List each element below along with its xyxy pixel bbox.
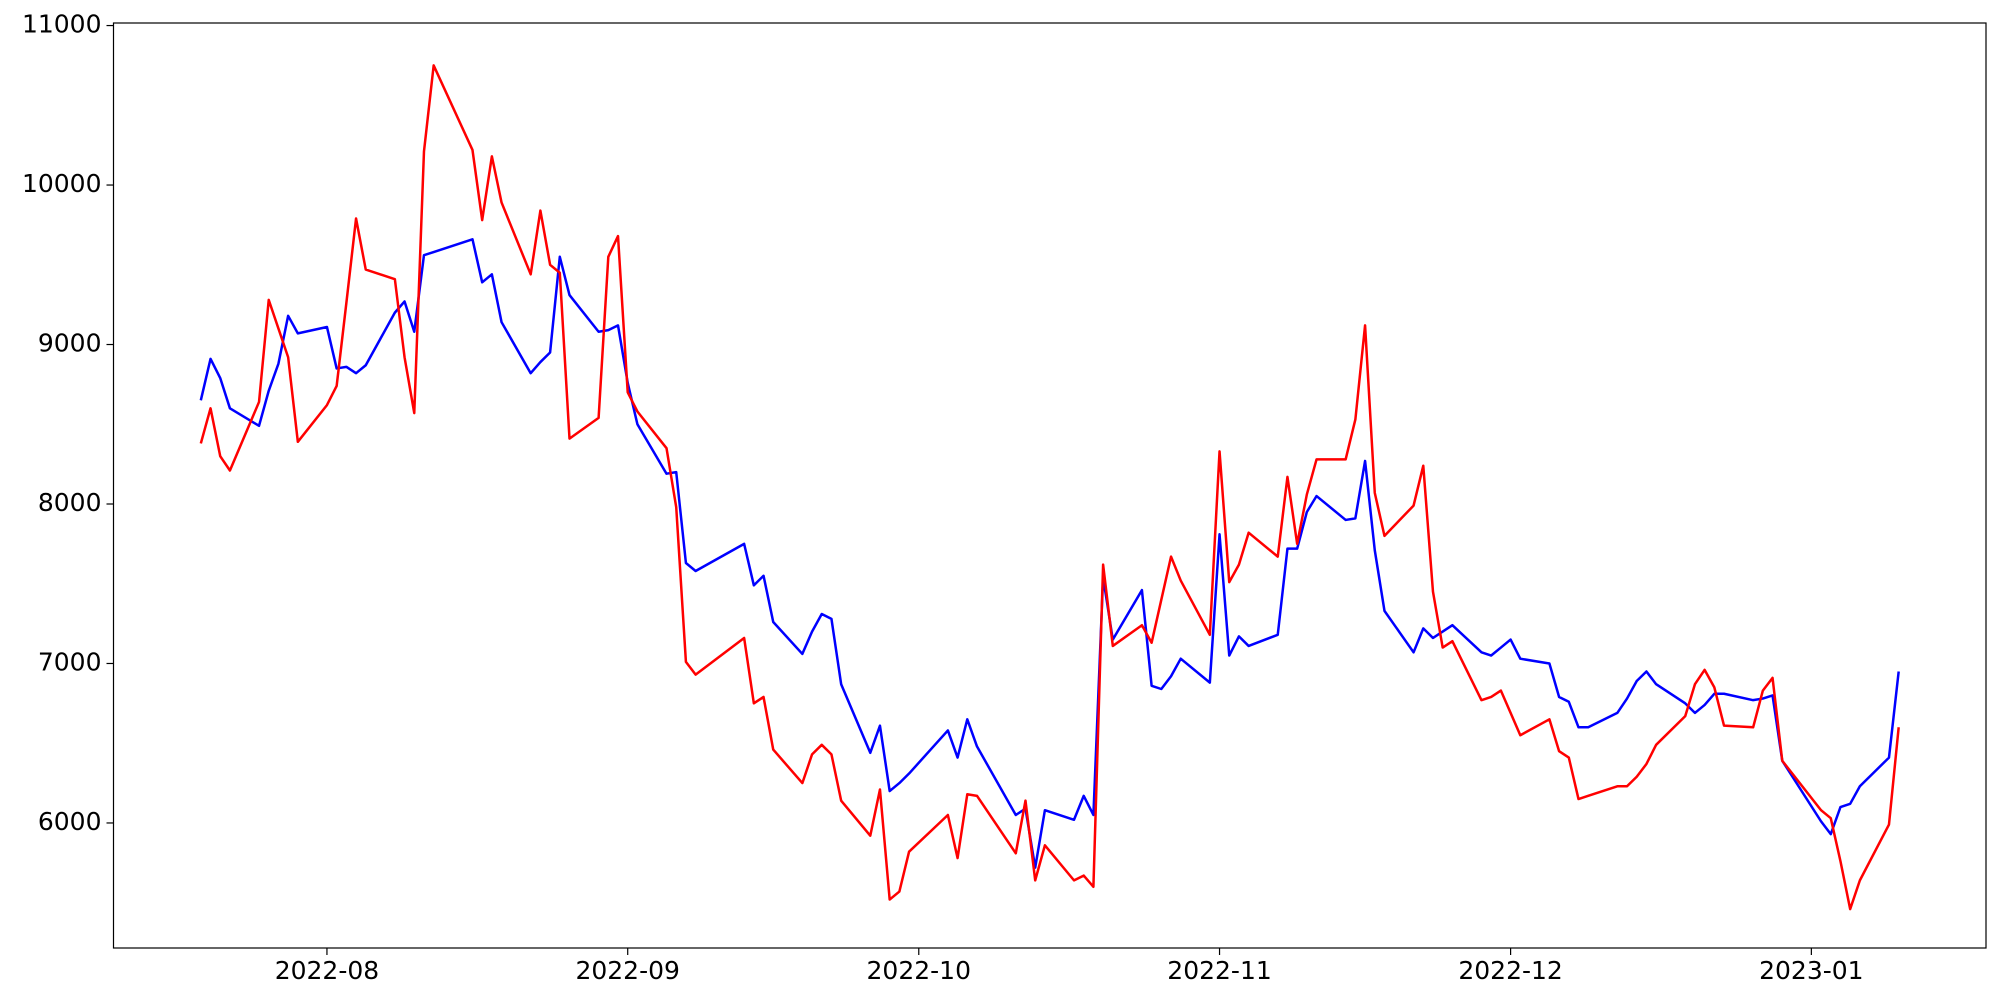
- y-tick-label: 7000: [38, 647, 102, 676]
- x-tick-label: 2022-09: [575, 956, 679, 985]
- x-tick-label: 2022-08: [275, 956, 379, 985]
- line-series: [199, 238, 1900, 869]
- x-tick-label: 2023-01: [1759, 956, 1863, 985]
- y-tick-label: 9000: [38, 329, 102, 358]
- y-tick-label: 6000: [38, 807, 102, 836]
- y-tick-label: 8000: [38, 488, 102, 517]
- line-series: [199, 64, 1900, 911]
- x-tick-label: 2022-11: [1167, 956, 1271, 985]
- plot-frame: [112, 22, 1987, 949]
- x-tick-label: 2022-10: [867, 956, 971, 985]
- y-tick-label: 11000: [22, 10, 102, 39]
- x-tick-label: 2022-12: [1458, 956, 1562, 985]
- y-tick-label: 10000: [22, 169, 102, 198]
